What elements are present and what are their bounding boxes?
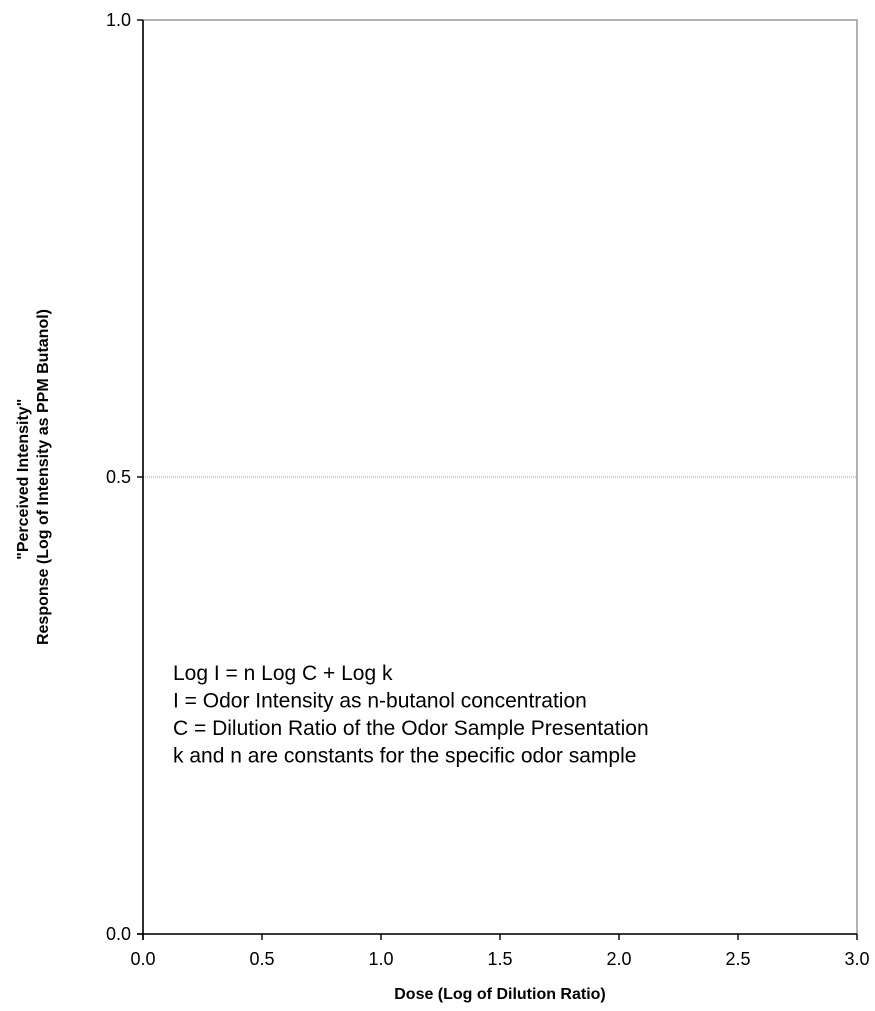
x-tick-label: 0.5: [249, 949, 274, 969]
x-tick-label: 3.0: [844, 949, 869, 969]
x-tick-label: 1.0: [368, 949, 393, 969]
equation-annotation: Log I = n Log C + Log k I = Odor Intensi…: [173, 662, 649, 768]
y-tick-label: 0.0: [106, 924, 131, 944]
y-axis-title-line-2: Response (Log of Intensity as PPM Butano…: [35, 309, 52, 645]
annotation-line-3: C = Dilution Ratio of the Odor Sample Pr…: [173, 717, 649, 740]
annotation-line-2: I = Odor Intensity as n-butanol concentr…: [173, 690, 587, 713]
y-axis-title-line-1: "Perceived Intensity": [15, 399, 32, 560]
annotation-line-4: k and n are constants for the specific o…: [173, 745, 636, 768]
x-axis-title: Dose (Log of Dilution Ratio): [394, 986, 606, 1003]
x-tick-label: 1.5: [487, 949, 512, 969]
ticks: [137, 19, 858, 940]
y-tick-label: 0.5: [106, 467, 131, 487]
y-tick-label: 1.0: [106, 10, 131, 30]
tick-labels: 0.0 0.5 1.0 1.5 2.0 2.5 3.0 0.0 0.5 1.0: [106, 10, 870, 969]
x-tick-label: 2.0: [606, 949, 631, 969]
y-axis-title: "Perceived Intensity" Response (Log of I…: [15, 309, 52, 645]
x-tick-label: 0.0: [130, 949, 155, 969]
x-tick-label: 2.5: [725, 949, 750, 969]
annotation-line-1: Log I = n Log C + Log k: [173, 662, 393, 685]
